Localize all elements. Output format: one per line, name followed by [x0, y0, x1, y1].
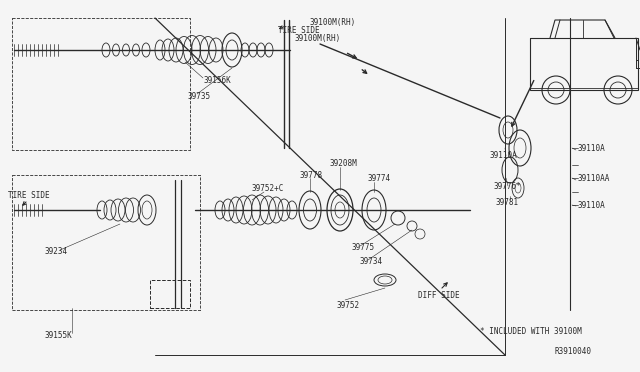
Text: * INCLUDED WITH 39100M: * INCLUDED WITH 39100M — [480, 327, 582, 337]
Text: 39781: 39781 — [496, 198, 519, 206]
Text: 39735: 39735 — [188, 92, 211, 100]
Text: 39734: 39734 — [360, 257, 383, 266]
Text: 39110A: 39110A — [490, 151, 518, 160]
Text: 39234: 39234 — [44, 247, 67, 257]
Text: 39776*: 39776* — [494, 182, 522, 190]
Text: 39110A: 39110A — [578, 144, 605, 153]
Text: 39208M: 39208M — [330, 158, 358, 167]
Bar — [150, 280, 190, 308]
Text: 39752: 39752 — [337, 301, 360, 310]
Text: TIRE SIDE: TIRE SIDE — [8, 190, 50, 199]
Text: 39752+C: 39752+C — [252, 183, 284, 192]
Text: TIRE SIDE: TIRE SIDE — [278, 26, 319, 35]
Text: 39100M(RH): 39100M(RH) — [310, 17, 356, 26]
Bar — [530, 38, 638, 90]
Text: 39110AA: 39110AA — [578, 173, 611, 183]
Text: 39774: 39774 — [368, 173, 391, 183]
Text: 39775: 39775 — [352, 244, 375, 253]
Text: 39110A: 39110A — [578, 201, 605, 209]
Text: R3910040: R3910040 — [555, 347, 592, 356]
Text: 39100M(RH): 39100M(RH) — [295, 33, 341, 42]
Text: 39778: 39778 — [300, 170, 323, 180]
Text: DIFF SIDE: DIFF SIDE — [418, 291, 460, 299]
Text: 39156K: 39156K — [203, 76, 231, 84]
Text: 39155K: 39155K — [44, 330, 72, 340]
